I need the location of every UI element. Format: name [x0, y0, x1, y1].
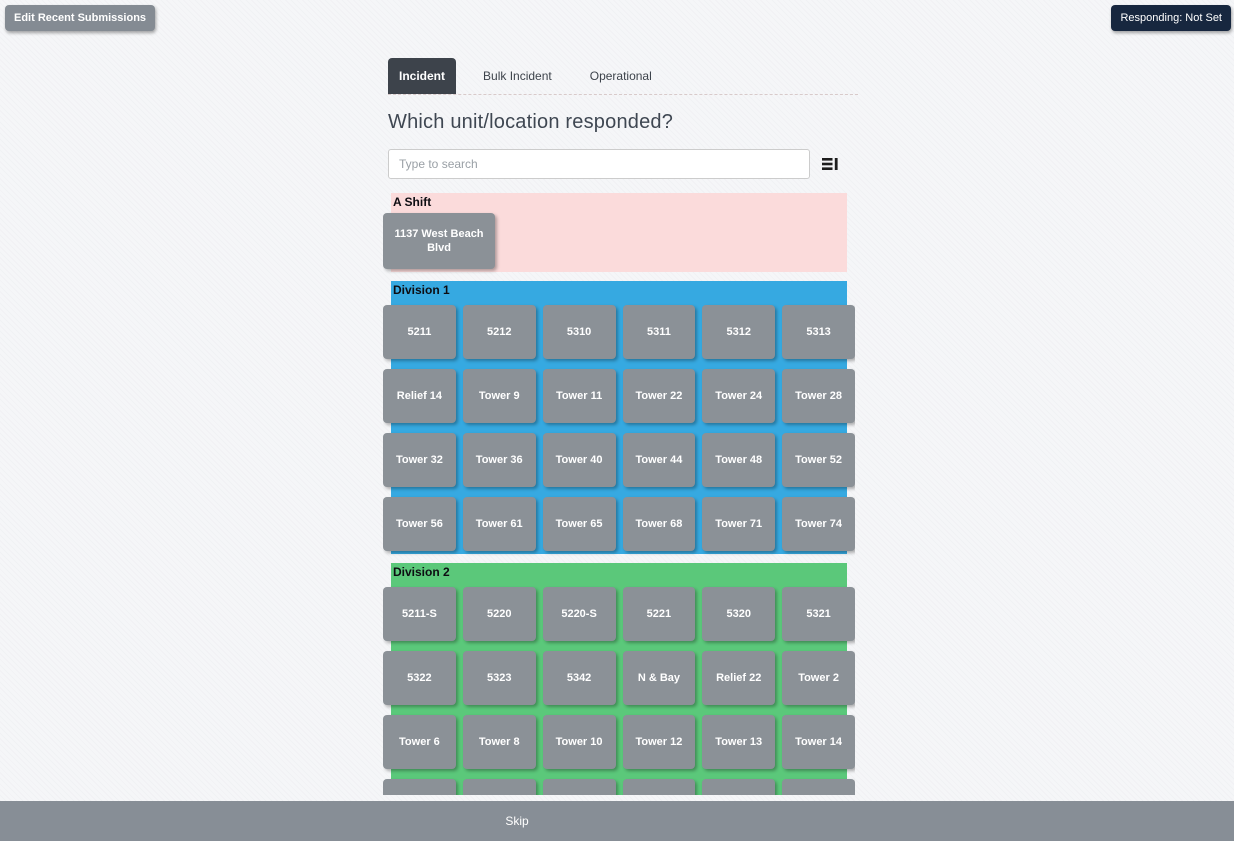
unit-button-clipped[interactable] — [462, 779, 536, 795]
edit-recent-submissions-button[interactable]: Edit Recent Submissions — [5, 5, 156, 31]
unit-button-5211-s[interactable]: 5211-S — [383, 587, 456, 641]
section-division-1: Division 1 5211 5212 5310 5311 5312 5313 Relief… — [383, 281, 855, 554]
unit-button-tower-32[interactable]: Tower 32 — [383, 433, 456, 487]
unit-button-tower-6[interactable]: Tower 6 — [383, 715, 456, 769]
unit-button-5212[interactable]: 5212 — [462, 305, 536, 359]
unit-button-tower-11[interactable]: Tower 11 — [542, 369, 616, 423]
unit-button-5323[interactable]: 5323 — [462, 651, 536, 705]
unit-button-5313[interactable]: 5313 — [782, 305, 855, 359]
unit-button-clipped[interactable] — [542, 779, 616, 795]
list-view-toggle-icon[interactable] — [822, 156, 838, 172]
unit-button-5322[interactable]: 5322 — [383, 651, 456, 705]
unit-button-5211[interactable]: 5211 — [383, 305, 456, 359]
tab-operational[interactable]: Operational — [589, 69, 652, 83]
unit-button-5312[interactable]: 5312 — [702, 305, 776, 359]
unit-button-tower-10[interactable]: Tower 10 — [542, 715, 616, 769]
unit-button-5220[interactable]: 5220 — [462, 587, 536, 641]
section-buttons: 1137 West Beach Blvd — [383, 213, 855, 269]
unit-button-tower-8[interactable]: Tower 8 — [462, 715, 536, 769]
section-buttons-grid: 5211 5212 5310 5311 5312 5313 Relief 14 Tower 9… — [383, 305, 855, 551]
responding-status-button[interactable]: Responding: Not Set — [1111, 5, 1231, 31]
tab-incident[interactable]: Incident — [388, 58, 457, 94]
unit-button-relief-22[interactable]: Relief 22 — [702, 651, 776, 705]
section-a-shift: A Shift 1137 West Beach Blvd — [383, 193, 847, 272]
unit-button-tower-9[interactable]: Tower 9 — [462, 369, 536, 423]
unit-button-tower-22[interactable]: Tower 22 — [622, 369, 696, 423]
unit-button-tower-52[interactable]: Tower 52 — [782, 433, 855, 487]
unit-button-tower-65[interactable]: Tower 65 — [542, 497, 616, 551]
unit-button-5220-s[interactable]: 5220-S — [542, 587, 616, 641]
unit-button-tower-68[interactable]: Tower 68 — [622, 497, 696, 551]
unit-button-5310[interactable]: 5310 — [542, 305, 616, 359]
unit-button-clipped[interactable] — [383, 779, 456, 795]
unit-button-5342[interactable]: 5342 — [542, 651, 616, 705]
unit-button-5321[interactable]: 5321 — [782, 587, 855, 641]
unit-button-1137-west-beach-blvd[interactable]: 1137 West Beach Blvd — [383, 213, 495, 269]
skip-label: Skip — [505, 814, 529, 828]
section-label-a-shift: A Shift — [393, 195, 432, 209]
skip-bar[interactable]: Skip — [0, 801, 1234, 841]
skip-button[interactable]: Skip — [0, 801, 1034, 841]
section-division-2: Division 2 5211-S 5220 5220-S 5221 5320 5321 53… — [383, 563, 855, 795]
tab-bar: Incident Bulk Incident Operational — [388, 58, 858, 95]
unit-button-5311[interactable]: 5311 — [622, 305, 696, 359]
unit-button-tower-12[interactable]: Tower 12 — [622, 715, 696, 769]
unit-button-tower-48[interactable]: Tower 48 — [702, 433, 776, 487]
unit-button-tower-14[interactable]: Tower 14 — [782, 715, 855, 769]
unit-button-clipped[interactable] — [622, 779, 696, 795]
section-label-division-1: Division 1 — [393, 283, 450, 297]
unit-button-tower-13[interactable]: Tower 13 — [702, 715, 776, 769]
main-content: Incident Bulk Incident Operational Which u… — [388, 58, 858, 179]
unit-button-tower-71[interactable]: Tower 71 — [702, 497, 776, 551]
unit-button-relief-14[interactable]: Relief 14 — [383, 369, 456, 423]
unit-button-tower-24[interactable]: Tower 24 — [702, 369, 776, 423]
unit-button-5320[interactable]: 5320 — [702, 587, 776, 641]
section-label-division-2: Division 2 — [393, 565, 450, 579]
search-row — [388, 149, 858, 179]
unit-button-tower-61[interactable]: Tower 61 — [462, 497, 536, 551]
unit-button-tower-40[interactable]: Tower 40 — [542, 433, 616, 487]
unit-button-clipped[interactable] — [782, 779, 855, 795]
unit-button-tower-74[interactable]: Tower 74 — [782, 497, 855, 551]
unit-button-5221[interactable]: 5221 — [622, 587, 696, 641]
unit-button-tower-2[interactable]: Tower 2 — [782, 651, 855, 705]
tab-bulk-incident[interactable]: Bulk Incident — [483, 69, 552, 83]
search-input[interactable] — [388, 149, 810, 179]
unit-button-clipped[interactable] — [702, 779, 776, 795]
unit-button-tower-56[interactable]: Tower 56 — [383, 497, 456, 551]
unit-button-tower-36[interactable]: Tower 36 — [462, 433, 536, 487]
unit-button-tower-44[interactable]: Tower 44 — [622, 433, 696, 487]
unit-button-tower-28[interactable]: Tower 28 — [782, 369, 855, 423]
unit-button-n-bay[interactable]: N & Bay — [622, 651, 696, 705]
page-title: Which unit/location responded? — [388, 111, 674, 133]
unit-list-scroll-area[interactable]: A Shift 1137 West Beach Blvd Division 1 521… — [383, 193, 855, 795]
section-buttons-grid: 5211-S 5220 5220-S 5221 5320 5321 5322 5323 5342… — [383, 587, 855, 795]
